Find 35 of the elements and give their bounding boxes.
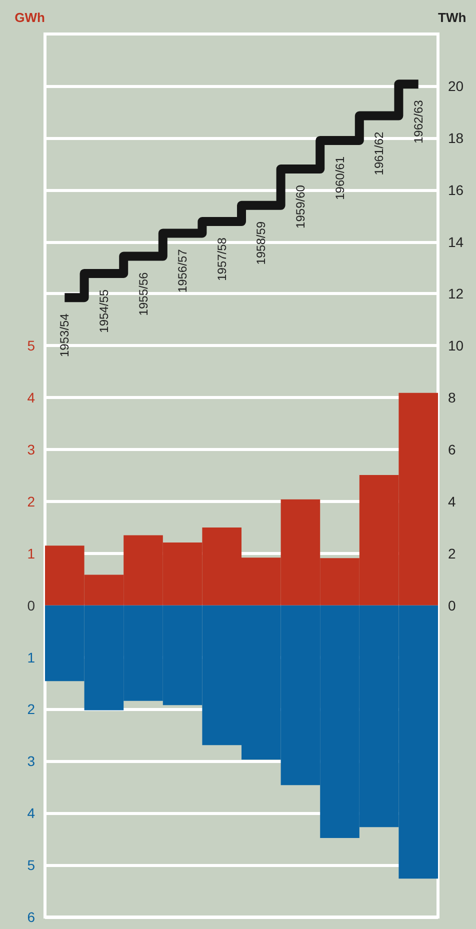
y-tick-label: 3: [27, 442, 36, 458]
y-axis-title: GWh: [14, 10, 46, 25]
x-tick-label: 1954/55: [96, 289, 111, 333]
y-tick-label: 5: [27, 338, 36, 354]
y-tick-label: 2: [27, 493, 36, 510]
y-tick-label: 5: [27, 857, 36, 874]
x-tick-label: 1959/60: [293, 184, 308, 228]
y-tick-label: 6: [27, 909, 36, 925]
y2-tick-label: 8: [448, 390, 456, 406]
x-tick-label: 1962/63: [411, 100, 426, 144]
x-tick-label: 1958/59: [254, 221, 268, 265]
x-tick-label: 1961/62: [372, 131, 386, 176]
x-tick-label: 1953/54: [58, 313, 72, 357]
x-tick-label: 1956/57: [176, 248, 190, 293]
x-tick-label: 1957/58: [214, 237, 229, 281]
y2-tick-label: 0: [448, 597, 456, 614]
y2-tick-label: 18: [448, 130, 464, 146]
y2-tick-label: 12: [448, 286, 464, 302]
y-tick-label: 1: [27, 545, 36, 562]
y-tick-label: 4: [27, 390, 36, 406]
y2-tick-label: 2: [448, 545, 456, 562]
y-tick-label: 4: [27, 805, 36, 822]
y-tick-label: 3: [27, 753, 36, 770]
y-tick-label: 1: [27, 649, 36, 666]
y2-axis-title: TWh: [438, 10, 466, 25]
y-tick-label: 0: [27, 597, 36, 614]
y2-tick-label: 10: [448, 338, 464, 354]
y2-tick-label: 16: [448, 182, 464, 198]
x-tick-label: 1960/61: [332, 156, 347, 200]
y2-tick-label: 20: [448, 78, 464, 94]
y2-tick-label: 14: [448, 234, 464, 250]
x-tick-label: 1955/56: [136, 272, 150, 316]
y-tick-label: 2: [27, 701, 36, 718]
y2-tick-label: 4: [448, 493, 456, 510]
y2-tick-label: 6: [448, 442, 456, 458]
